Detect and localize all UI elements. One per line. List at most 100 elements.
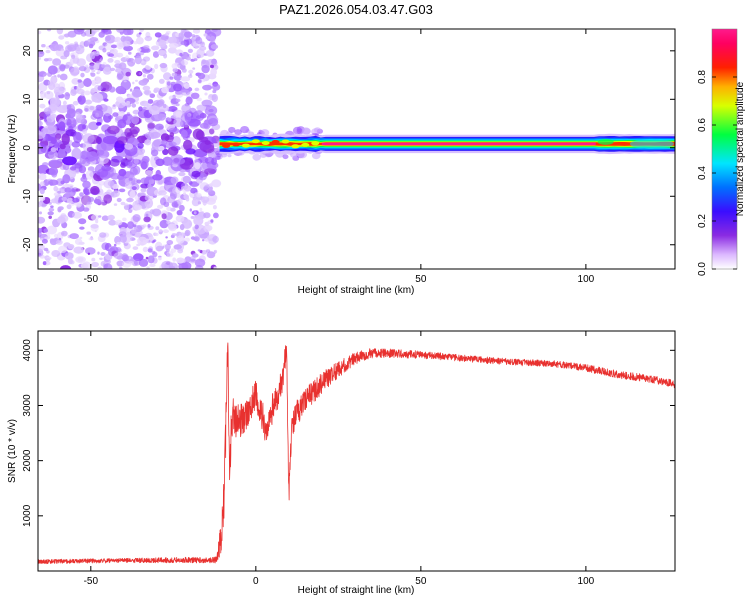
- spectrogram-noise-cell: [88, 43, 94, 49]
- spectrogram-noise-cell: [111, 191, 115, 197]
- spectrogram-noise-cell: [43, 58, 49, 62]
- spectrogram-noise-cell: [108, 219, 117, 226]
- spectrogram-noise-cell: [98, 31, 105, 38]
- spectrogram-noise-cell: [162, 229, 169, 234]
- spectrogram-noise-cell: [189, 223, 192, 226]
- spectrogram-noise-cell: [97, 70, 101, 74]
- snr-frame: [37, 330, 676, 572]
- spectrogram-noise-cell: [43, 107, 52, 115]
- spectrogram-noise-cell: [115, 86, 126, 95]
- spectrogram-noise-cell: [131, 129, 138, 138]
- spectrogram-noise-cell: [38, 143, 47, 155]
- spectrogram-noise-cell: [55, 239, 63, 245]
- spectrogram-noise-cell: [42, 162, 49, 167]
- spectrogram-noise-cell: [159, 219, 169, 229]
- spectrogram-noise-cell: [80, 91, 85, 97]
- spectrogram-noise-cell: [53, 192, 59, 197]
- spectrogram-noise-cell: [175, 98, 181, 103]
- spectrogram-noise-cell: [43, 228, 48, 233]
- spectrogram-noise-cell: [131, 228, 137, 235]
- spectrogram-noise-cell: [105, 42, 113, 51]
- spectrogram-noise-cell: [194, 87, 200, 92]
- spectrogram-noise-cell: [145, 213, 149, 217]
- spectrogram-noise-cell: [108, 53, 114, 57]
- spectrogram-noise-cell: [211, 179, 222, 188]
- spectrogram-noise-cell: [69, 233, 79, 240]
- spectrogram-noise-cell: [55, 48, 67, 57]
- spectrogram-noise-cell: [176, 235, 185, 244]
- spectrogram-noise-cell: [167, 146, 179, 156]
- spectrogram-noise-cell: [48, 166, 59, 176]
- spectrogram-noise-cell: [199, 211, 205, 216]
- spectrogram-noise-cell: [59, 73, 68, 81]
- spectrogram-noise-cell: [61, 133, 70, 146]
- spectrogram-noise-cell: [61, 196, 68, 201]
- spectrogram-noise-cell: [184, 256, 192, 263]
- spectrogram-noise-cell: [126, 197, 134, 203]
- spectrogram-noise-cell: [84, 90, 91, 96]
- spectrogram-noise-cell: [91, 92, 104, 103]
- spectrogram-noise-cell: [168, 42, 179, 49]
- spectrogram-noise-cell: [149, 236, 155, 241]
- spectrogram-noise-cell: [147, 255, 155, 264]
- spectrogram-noise-cell: [144, 139, 152, 146]
- spectrogram-noise-cell: [204, 225, 211, 233]
- spectrogram-noise-cell: [116, 241, 121, 245]
- spectrogram-noise-cell: [158, 145, 165, 151]
- spectrogram-noise-cell: [90, 214, 100, 221]
- spectrogram-noise-cell: [38, 173, 47, 181]
- spectrogram-noise-cell: [45, 258, 51, 262]
- spectrogram-noise-cell: [204, 168, 216, 175]
- spectrogram-noise-cell: [194, 258, 206, 268]
- spectrogram-noise-cell: [154, 123, 164, 131]
- spectrogram-noise-cell: [180, 112, 192, 124]
- carrier-tail-broadening: [629, 138, 674, 149]
- spectrogram-noise-cell: [85, 247, 96, 255]
- spectrogram-noise-cell: [74, 162, 82, 169]
- spectrogram-noise-cell: [80, 263, 89, 269]
- spectrogram-noise-cell: [96, 142, 107, 152]
- spectrogram-noise-cell: [189, 73, 192, 76]
- spectrogram-noise-cell: [169, 265, 176, 269]
- spectrogram-noise-cell: [71, 78, 80, 85]
- spectrogram-noise-cell: [47, 65, 58, 75]
- spectrogram-noise-cell: [53, 86, 65, 96]
- spectrogram-noise-cell: [167, 118, 172, 122]
- spectrogram-noise-cell: [182, 192, 187, 196]
- carrier-transition-peak: [291, 144, 300, 149]
- spectrogram-noise-cell: [157, 50, 167, 56]
- spectrogram-noise-cell: [144, 47, 151, 53]
- spectrogram-noise-cell: [199, 140, 215, 153]
- spectrogram-noise-cell: [128, 177, 133, 181]
- spectrogram-noise-cell: [187, 48, 193, 54]
- spectrogram-noise-cell: [39, 103, 46, 109]
- spectrogram-noise-cell: [86, 147, 94, 152]
- spectrogram-noise-cell: [131, 115, 140, 125]
- spectrogram-noise-cell: [180, 29, 187, 34]
- carrier-transition-peak: [222, 143, 231, 148]
- spectrogram-noise-cell: [154, 113, 167, 121]
- spectrogram-noise-cell: [55, 188, 63, 195]
- spectrogram-noise-cell: [171, 63, 178, 69]
- spectrogram-noise-cell: [82, 180, 91, 189]
- spectrogram-noise-cell: [193, 215, 204, 226]
- spectrogram-noise-cell: [145, 256, 149, 260]
- spectrogram-noise-cell: [136, 37, 144, 45]
- spectrogram-noise-cell: [191, 198, 200, 207]
- spectrogram-noise-cell: [183, 194, 189, 200]
- spectrogram-noise-cell: [60, 265, 72, 269]
- spectrogram-noise-cell: [212, 205, 217, 210]
- spectrogram-noise-cell: [138, 258, 149, 267]
- spectrogram-noise-cell: [55, 133, 62, 140]
- spectrogram-noise-cell: [132, 246, 139, 251]
- snr-y-ticks: 1000 2000 3000 4000: [22, 339, 675, 527]
- spectrogram-noise-cell: [93, 198, 101, 204]
- spectrogram-noise-cell: [177, 198, 183, 205]
- spectrogram-noise-cell: [85, 64, 89, 68]
- spectrogram-noise-cell: [161, 213, 167, 220]
- spectrogram-noise-cell: [159, 62, 168, 69]
- spectrogram-noise-cell: [78, 241, 85, 245]
- x-tick-label: -50: [84, 576, 99, 587]
- spectrogram-noise-cell: [138, 72, 142, 75]
- spectrogram-noise-cell: [122, 40, 131, 47]
